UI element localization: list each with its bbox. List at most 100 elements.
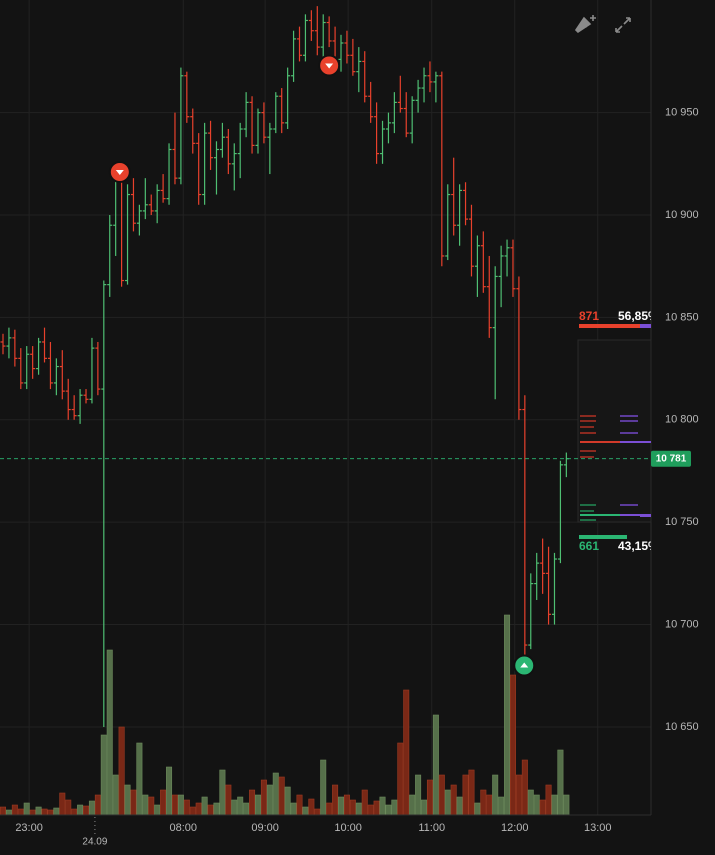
volume-bar — [492, 774, 499, 815]
volume-bar — [249, 789, 256, 815]
volume-bar — [361, 789, 368, 815]
volume-bar — [260, 779, 267, 815]
volume-bar — [284, 786, 291, 815]
current-price-label: 10 781 — [656, 453, 687, 464]
volume-bar — [130, 789, 137, 815]
volume-bar — [243, 802, 250, 815]
volume-bar — [100, 734, 107, 815]
volume-bar — [231, 799, 238, 815]
volume-bar — [557, 749, 564, 815]
volume-bar — [379, 796, 386, 815]
volume-bar — [373, 800, 380, 815]
volume-bar — [160, 789, 167, 815]
volume-bar — [17, 808, 24, 815]
volume-bar — [302, 806, 309, 815]
volume-bar — [426, 779, 433, 815]
volume-bar — [290, 802, 297, 815]
volume-bar — [432, 714, 439, 815]
volume-bar — [415, 774, 422, 815]
alert-icon[interactable] — [574, 16, 592, 34]
volume-bar — [367, 804, 374, 815]
x-tick-label: 08:00 — [170, 822, 198, 834]
volume-bar — [83, 805, 90, 815]
volume-bar — [296, 794, 303, 815]
volume-bar — [88, 800, 95, 815]
y-tick-label: 10 700 — [665, 618, 699, 630]
volume-bar — [308, 798, 315, 815]
volume-bar — [403, 689, 410, 815]
volume-bar — [136, 742, 143, 815]
order-book-bids — [580, 504, 620, 521]
x-tick-label: 09:00 — [251, 822, 279, 834]
volume-bar — [142, 794, 149, 815]
volume-bar — [545, 784, 552, 815]
ask-bar — [579, 324, 651, 328]
volume-bar — [183, 799, 190, 815]
volume-bar — [332, 784, 339, 815]
y-tick-label: 10 850 — [665, 311, 699, 323]
volume-bar — [421, 799, 428, 815]
toolbar — [574, 15, 631, 34]
x-tick-label: 23:00 — [15, 822, 43, 834]
volume-bar — [0, 806, 6, 815]
volume-bar — [207, 804, 214, 815]
grid — [0, 0, 651, 815]
volume-bar — [124, 784, 131, 815]
volume-bar — [189, 806, 196, 815]
volume-bar — [320, 759, 327, 815]
volume-bar — [148, 796, 155, 815]
bid-bar — [640, 514, 651, 517]
volume-bar — [59, 792, 66, 815]
volume-bar — [515, 774, 522, 815]
volume-bar — [77, 804, 84, 815]
volume-bar — [23, 802, 30, 815]
x-tick-label: 12:00 — [501, 822, 529, 834]
order-book-labels: 871 56,85% 661 43,15% — [579, 309, 659, 553]
volume-bar — [504, 614, 511, 815]
x-tick-label: 24.09 — [82, 837, 107, 848]
volume-bar — [533, 794, 540, 815]
volume-bar — [444, 789, 451, 815]
y-tick-label: 10 650 — [665, 721, 699, 733]
volume-bar — [456, 796, 463, 815]
current-price-badge — [651, 450, 691, 467]
y-tick-label: 10 950 — [665, 107, 699, 119]
signal-arrow — [115, 170, 124, 176]
signal-arrow — [520, 662, 529, 668]
volume-bar — [551, 794, 558, 815]
volume-bar — [213, 802, 220, 815]
expand-icon[interactable] — [615, 17, 631, 33]
volume-bar — [41, 808, 48, 815]
volume-bar — [112, 774, 119, 815]
volume-bar — [272, 772, 279, 815]
volume-bar — [397, 742, 404, 815]
y-tick-label: 10 900 — [665, 209, 699, 221]
volume-bar — [521, 759, 528, 815]
volume-bar — [450, 784, 457, 815]
ask-bar — [640, 324, 651, 328]
volume-bar — [219, 769, 226, 815]
volume-bar — [29, 809, 36, 815]
bid-share: 43,15% — [618, 539, 659, 553]
volume-bar — [527, 789, 534, 815]
volume-bar — [266, 784, 273, 815]
volume-bar — [480, 789, 487, 815]
volume-bar — [106, 649, 113, 815]
y-tick-label: 10 750 — [665, 516, 699, 528]
volume-bar — [385, 804, 392, 815]
volume-bar — [391, 799, 398, 815]
x-tick-label: 10:00 — [334, 822, 362, 834]
volume-bar — [409, 794, 416, 815]
volume-bar — [338, 796, 345, 815]
volume-bar — [225, 784, 232, 815]
volume-bar — [474, 802, 481, 815]
volume-bar — [171, 794, 178, 815]
volume-bar — [166, 766, 173, 815]
order-book-panel — [577, 339, 652, 523]
volume-bar — [355, 802, 362, 815]
volume-bar — [509, 674, 516, 815]
volume-bar — [314, 808, 321, 815]
volume-bar — [11, 804, 18, 815]
volume-bar — [5, 809, 12, 815]
